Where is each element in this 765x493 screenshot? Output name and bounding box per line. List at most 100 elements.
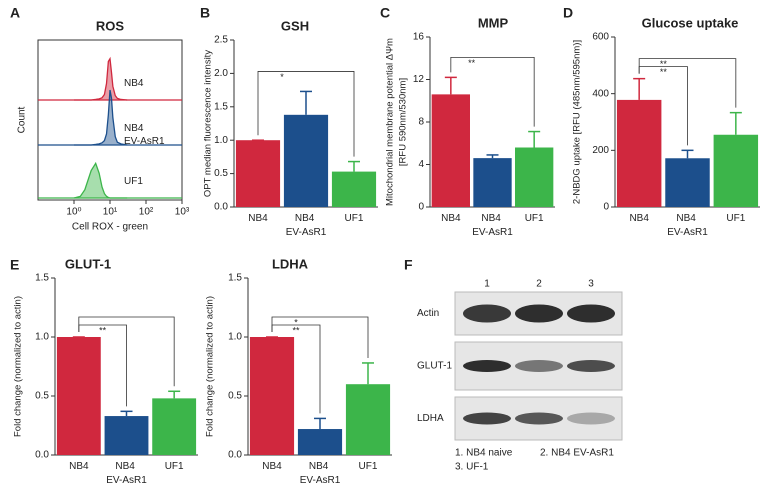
bar (616, 99, 662, 207)
curve-fill (74, 58, 128, 100)
x-tick-label: NB4 (441, 213, 461, 224)
panel-letter: C (380, 5, 390, 21)
y-tick-label: 2.5 (214, 35, 228, 46)
blot-band (463, 412, 511, 425)
blot-band (567, 304, 615, 323)
chart-title: GSH (281, 18, 309, 33)
x-tick-label: NB4 EV-AsR1 (472, 213, 513, 238)
curve-fill (74, 90, 128, 145)
density-curve (73, 161, 128, 199)
y-tick-label: 1.0 (228, 332, 242, 343)
bar (713, 134, 759, 207)
series-label: NB4 (124, 78, 144, 89)
lane-label: 3 (588, 279, 594, 290)
blot-band (463, 360, 511, 372)
y-tick-label: 0.0 (228, 450, 242, 461)
lane-label: 2 (536, 279, 542, 290)
bar (515, 147, 554, 207)
significance-bracket (638, 58, 737, 108)
blot-band (515, 304, 563, 323)
blot-legend: 2. NB4 EV-AsR1 (540, 448, 614, 459)
significance-label: ** (468, 58, 476, 68)
chart-title: ROS (96, 18, 125, 33)
y-axis-label: Mitochondrial membrane potential ΔΨm (385, 38, 396, 206)
bar (104, 416, 149, 455)
blot-band (567, 412, 615, 425)
x-axis-label: Cell ROX - green (72, 222, 148, 233)
bar (345, 384, 391, 455)
series-label: UF1 (124, 176, 143, 187)
row-label: GLUT-1 (417, 361, 452, 372)
y-tick-label: 0.5 (35, 391, 49, 402)
y-axis-label: [RFU 590nm/530nm] (398, 78, 409, 166)
blot-band (463, 304, 511, 323)
blot-band (515, 412, 563, 425)
y-tick-label: 200 (592, 145, 609, 156)
chart-title: Glucose uptake (642, 15, 739, 30)
significance-label: ** (660, 67, 668, 77)
x-tick-label: NB4 (69, 461, 89, 472)
significance-bracket (78, 316, 175, 387)
significance-bracket (450, 56, 535, 127)
y-axis-label: Fold change (normalized to actin) (13, 296, 24, 437)
significance-bracket (271, 316, 369, 358)
significance-label: ** (660, 59, 668, 69)
x-tick-label: UF1 (359, 461, 378, 472)
x-tick-label: NB4 EV-AsR1 (667, 213, 708, 238)
bar (665, 158, 710, 207)
x-tick-label: 10¹ (103, 207, 118, 218)
y-tick-label: 1.0 (214, 135, 228, 146)
blot-band (567, 360, 615, 372)
y-tick-label: 1.5 (214, 101, 228, 112)
bar (283, 114, 329, 207)
y-tick-label: 0.0 (214, 202, 228, 213)
significance-label: ** (99, 325, 107, 335)
panel-letter: E (10, 257, 19, 273)
y-axis-label: 2-NBDG uptake [RFU (485nm/595nm)] (572, 40, 583, 204)
bar (235, 140, 281, 207)
chart-title: LDHA (272, 256, 309, 271)
y-tick-label: 0 (603, 202, 609, 213)
chart-title: MMP (478, 15, 509, 30)
chart-title: GLUT-1 (65, 256, 111, 271)
significance-label: ** (292, 325, 300, 335)
bar (152, 398, 197, 455)
y-tick-label: 0 (418, 202, 424, 213)
panel-letter: B (200, 5, 210, 21)
blot-legend: 3. UF-1 (455, 462, 489, 473)
bar (331, 171, 377, 207)
significance-bracket (257, 71, 355, 157)
y-tick-label: 1.5 (228, 273, 242, 284)
panel-letter: A (10, 5, 20, 21)
bar (249, 337, 295, 455)
x-tick-label: NB4 (248, 213, 268, 224)
x-tick-label: NB4 (262, 461, 282, 472)
y-axis-label: Count (17, 106, 28, 133)
y-tick-label: 16 (413, 32, 425, 43)
y-axis-label: OPT median fluorescence intensity (203, 50, 214, 197)
y-tick-label: 400 (592, 88, 609, 99)
x-tick-label: 10⁰ (66, 207, 81, 218)
y-tick-label: 0.0 (35, 450, 49, 461)
x-tick-label: UF1 (345, 213, 364, 224)
lane-label: 1 (484, 279, 490, 290)
row-label: Actin (417, 308, 439, 319)
y-tick-label: 1.5 (35, 273, 49, 284)
density-curve (74, 56, 128, 101)
significance-label: * (294, 317, 298, 327)
blot-band (515, 360, 563, 372)
y-tick-label: 600 (592, 32, 609, 43)
density-curve (74, 89, 128, 146)
x-tick-label: 10³ (175, 207, 190, 218)
bar (473, 158, 512, 207)
y-tick-label: 0.5 (228, 391, 242, 402)
x-tick-label: NB4 EV-AsR1 (106, 461, 147, 486)
x-tick-label: UF1 (165, 461, 184, 472)
row-label: LDHA (417, 413, 444, 424)
significance-label: * (280, 72, 284, 82)
panel-letter: F (404, 257, 413, 273)
y-tick-label: 1.0 (35, 332, 49, 343)
x-tick-label: 10² (139, 207, 154, 218)
bar (297, 429, 343, 455)
